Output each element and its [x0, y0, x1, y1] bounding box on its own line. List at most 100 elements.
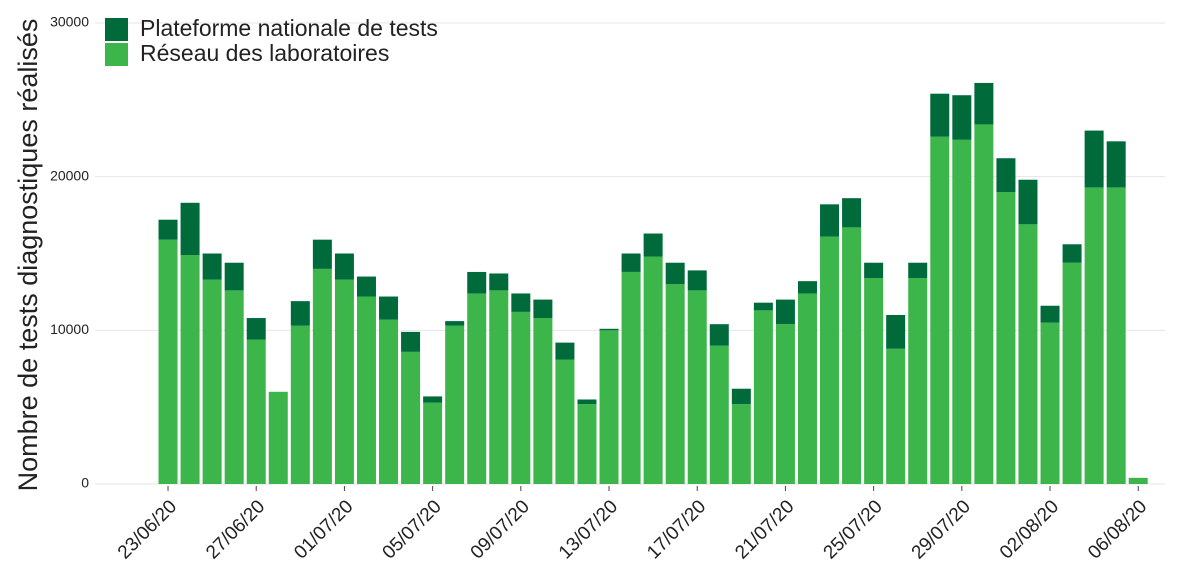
legend-swatch	[105, 43, 128, 66]
bar-segment	[158, 219, 178, 240]
bar-segment	[1018, 224, 1038, 484]
legend-label: Réseau des laboratoires	[140, 40, 389, 66]
bar-segment	[731, 404, 751, 484]
bar-segment	[1106, 187, 1126, 484]
bar-segment	[158, 239, 178, 484]
legend-swatch	[105, 18, 128, 41]
bar-segment	[643, 256, 663, 484]
bar-segment	[753, 310, 773, 484]
bar-segment	[930, 93, 950, 137]
bar-segment	[643, 233, 663, 257]
bar-segment	[290, 325, 310, 484]
bar-segment	[864, 278, 884, 484]
bar-segment	[577, 399, 597, 405]
y-tick-label: 30000	[50, 14, 89, 30]
bar-segment	[820, 204, 840, 237]
bar-segment	[555, 342, 575, 360]
bar-segment	[908, 262, 928, 279]
bar-segment	[709, 324, 729, 346]
bar-segment	[753, 302, 773, 311]
x-tick-label: 13/07/20	[555, 496, 622, 563]
bar-segment	[1062, 244, 1082, 263]
bar-segment	[864, 262, 884, 279]
x-tick-label: 21/07/20	[731, 496, 798, 563]
bar-segment	[1062, 262, 1082, 484]
bar-segment	[511, 293, 531, 312]
bar-segment	[621, 271, 641, 484]
bar-segment	[356, 276, 376, 297]
bar-segment	[467, 271, 487, 294]
bar-segment	[974, 124, 994, 485]
bar-segment	[379, 296, 399, 320]
legend-label: Plateforme nationale de tests	[140, 15, 438, 41]
bar-segment	[952, 95, 972, 140]
bar-segment	[489, 273, 509, 291]
x-tick-label: 17/07/20	[643, 496, 710, 563]
bar-segment	[334, 279, 354, 484]
bar-segment	[290, 301, 310, 326]
bar-segment	[665, 262, 685, 285]
bar-segment	[246, 318, 266, 340]
bar-segment	[1084, 130, 1104, 188]
bar-segment	[180, 202, 200, 256]
bar-segment	[1018, 179, 1038, 225]
bar-segment	[312, 239, 332, 269]
bar-segment	[533, 318, 553, 484]
bar-segment	[599, 330, 619, 484]
bar-segment	[180, 255, 200, 484]
bar-segment	[687, 270, 707, 291]
bar-segment	[797, 281, 817, 294]
bar-segment	[401, 331, 421, 352]
bar-segment	[202, 253, 222, 280]
bar-segment	[775, 299, 795, 325]
bar-segment	[599, 328, 619, 331]
x-tick-label: 29/07/20	[908, 496, 975, 563]
x-tick-label: 01/07/20	[290, 496, 357, 563]
bar-segment	[533, 299, 553, 319]
x-tick-label: 02/08/20	[996, 496, 1063, 563]
bar-segment	[379, 319, 399, 484]
bar-segment	[1106, 141, 1126, 188]
x-tick-label: 09/07/20	[467, 496, 534, 563]
y-tick-label: 0	[81, 475, 89, 491]
bar-segment	[268, 391, 288, 484]
bar-segment	[930, 136, 950, 485]
bar-segment	[687, 290, 707, 484]
bar-segment	[709, 345, 729, 484]
bar-segment	[952, 139, 972, 484]
bar-segment	[555, 359, 575, 484]
x-tick-label: 23/06/20	[114, 496, 181, 563]
bar-segment	[731, 388, 751, 405]
x-tick-label: 05/07/20	[379, 496, 446, 563]
bar-segment	[1040, 322, 1060, 484]
bar-segment	[246, 339, 266, 484]
bar-segment	[401, 351, 421, 484]
bar-segment	[1040, 305, 1060, 323]
bar-segment	[775, 324, 795, 484]
x-tick-label: 06/08/20	[1084, 496, 1151, 563]
bar-segment	[996, 192, 1016, 485]
bar-segment	[202, 279, 222, 484]
bar-segment	[489, 290, 509, 484]
bar-segment	[908, 278, 928, 484]
y-tick-label: 20000	[50, 167, 89, 183]
bar-segment	[886, 348, 906, 484]
y-tick-label: 10000	[50, 321, 89, 337]
bar-segment	[842, 198, 862, 228]
bar-segment	[621, 253, 641, 272]
bar-segment	[423, 396, 443, 403]
bar-segment	[577, 404, 597, 484]
bar-segment	[820, 236, 840, 484]
bar-segment	[886, 314, 906, 349]
bar-segment	[1084, 187, 1104, 484]
bar-segment	[974, 82, 994, 125]
bar-segment	[797, 293, 817, 484]
bar-segment	[356, 296, 376, 484]
bar-segment	[445, 325, 465, 484]
bar-segment	[511, 311, 531, 484]
bar-segment	[665, 284, 685, 484]
x-tick-label: 25/07/20	[820, 496, 887, 563]
bar-segment	[224, 290, 244, 484]
bar-segment	[334, 253, 354, 280]
